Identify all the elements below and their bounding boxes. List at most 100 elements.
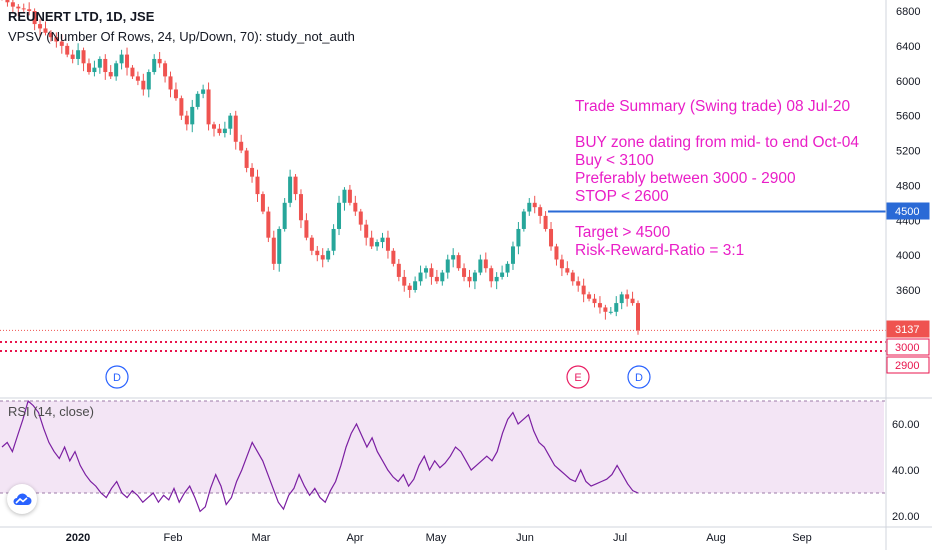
target-price-tag-box xyxy=(886,202,930,220)
candle-body xyxy=(451,255,456,260)
event-marker-circle xyxy=(627,365,651,389)
candle-body xyxy=(315,250,320,256)
candle-body xyxy=(173,89,178,99)
time-tick-label: 2020 xyxy=(66,532,90,544)
symbol-title[interactable]: REUNERT LTD, 1D, JSE xyxy=(8,9,155,24)
candle-body xyxy=(527,202,532,212)
time-axis[interactable]: 2020 Feb Mar Apr May Jun Jul Aug Sep xyxy=(66,532,812,544)
candle-body xyxy=(364,224,369,238)
candle-body xyxy=(505,263,510,273)
candle-body xyxy=(489,268,494,282)
candlestick-series xyxy=(1,0,640,335)
candle-body xyxy=(559,259,564,269)
candle-body xyxy=(103,58,108,73)
candle-body xyxy=(163,63,168,77)
candle-body xyxy=(304,220,309,238)
price-tick-label: 6400 xyxy=(896,41,920,53)
candle-body xyxy=(478,259,483,273)
candle-body xyxy=(636,303,640,331)
candle-body xyxy=(244,150,249,168)
candle-body xyxy=(369,237,374,247)
rsi-line xyxy=(1,399,639,513)
price-tick-label: 5200 xyxy=(896,146,920,158)
candle-body xyxy=(380,237,385,243)
rsi-tick-label: 20.00 xyxy=(892,511,920,523)
buy-level-tag-box xyxy=(886,338,930,356)
indicator-title[interactable]: VPSV (Number Of Rows, 24, Up/Down, 70): … xyxy=(8,29,355,44)
rsi-title[interactable]: RSI (14, close) xyxy=(8,404,94,419)
candle-body xyxy=(358,211,363,225)
candle-body xyxy=(532,202,537,208)
candle-body xyxy=(375,242,380,247)
candle-body xyxy=(250,167,255,177)
candle-body xyxy=(146,72,151,90)
time-tick-label: Jul xyxy=(613,532,627,544)
candle-body xyxy=(255,176,260,195)
candle-body xyxy=(239,141,244,151)
candle-body xyxy=(625,294,630,299)
buy-level-tag: 3000 xyxy=(895,342,919,354)
candle-body xyxy=(516,228,521,247)
candle-body xyxy=(217,128,222,134)
annotation-line: Preferably between 3000 - 2900 xyxy=(575,170,796,187)
candle-body xyxy=(277,228,282,264)
candle-body xyxy=(418,272,423,282)
event-marker-label: D xyxy=(635,372,643,384)
candle-body xyxy=(76,50,81,59)
candle-body xyxy=(32,11,37,25)
candle-body xyxy=(125,54,130,68)
candle-body xyxy=(500,272,505,277)
candle-body xyxy=(114,63,119,77)
buy-level-tag: 2900 xyxy=(895,360,919,372)
candle-body xyxy=(331,228,336,251)
candle-body xyxy=(391,250,396,264)
candle-body xyxy=(260,194,265,212)
candle-body xyxy=(347,189,352,203)
candle-body xyxy=(554,246,559,260)
candle-body xyxy=(43,28,48,33)
candle-body xyxy=(16,6,21,9)
annotation-line: Risk-Reward-Ratio = 3:1 xyxy=(575,242,745,259)
candle-body xyxy=(608,311,613,313)
last-price-tag: 3137 xyxy=(895,324,919,336)
rsi-axis[interactable]: 20.00 40.00 60.00 xyxy=(892,419,920,523)
candle-body xyxy=(288,176,293,203)
candle-body xyxy=(228,115,233,129)
candle-body xyxy=(396,263,401,277)
candle-body xyxy=(179,98,184,116)
candle-body xyxy=(271,237,276,264)
annotation-line xyxy=(575,206,859,224)
candle-body xyxy=(282,202,287,229)
candle-body xyxy=(353,202,358,212)
candle-body xyxy=(462,268,467,277)
candle-body xyxy=(54,37,59,42)
candle-body xyxy=(10,2,15,7)
event-marker-label: D xyxy=(113,372,121,384)
candle-body xyxy=(201,89,206,94)
candle-body xyxy=(190,106,195,125)
annotation-line: Target > 4500 xyxy=(575,224,671,241)
annotation-line: BUY zone dating from mid- to end Oct-04 xyxy=(575,134,860,151)
candle-body xyxy=(135,76,140,81)
candle-body xyxy=(152,58,157,73)
candle-body xyxy=(48,32,53,38)
tradingview-cloud-icon[interactable] xyxy=(7,484,37,514)
time-tick-label: May xyxy=(426,532,447,544)
candle-body xyxy=(195,93,200,107)
candle-body xyxy=(97,58,102,68)
price-tick-label: 3600 xyxy=(896,285,920,297)
time-tick-label: Jun xyxy=(516,532,534,544)
candle-body xyxy=(309,237,314,251)
candle-body xyxy=(413,281,418,290)
price-tick-label: 4800 xyxy=(896,180,920,192)
candle-body xyxy=(521,211,526,229)
candle-body xyxy=(342,189,347,203)
candle-body xyxy=(467,276,472,282)
candle-body xyxy=(27,9,32,11)
target-price-tag: 4500 xyxy=(895,206,919,218)
candle-body xyxy=(293,176,298,195)
candle-body xyxy=(141,80,146,90)
